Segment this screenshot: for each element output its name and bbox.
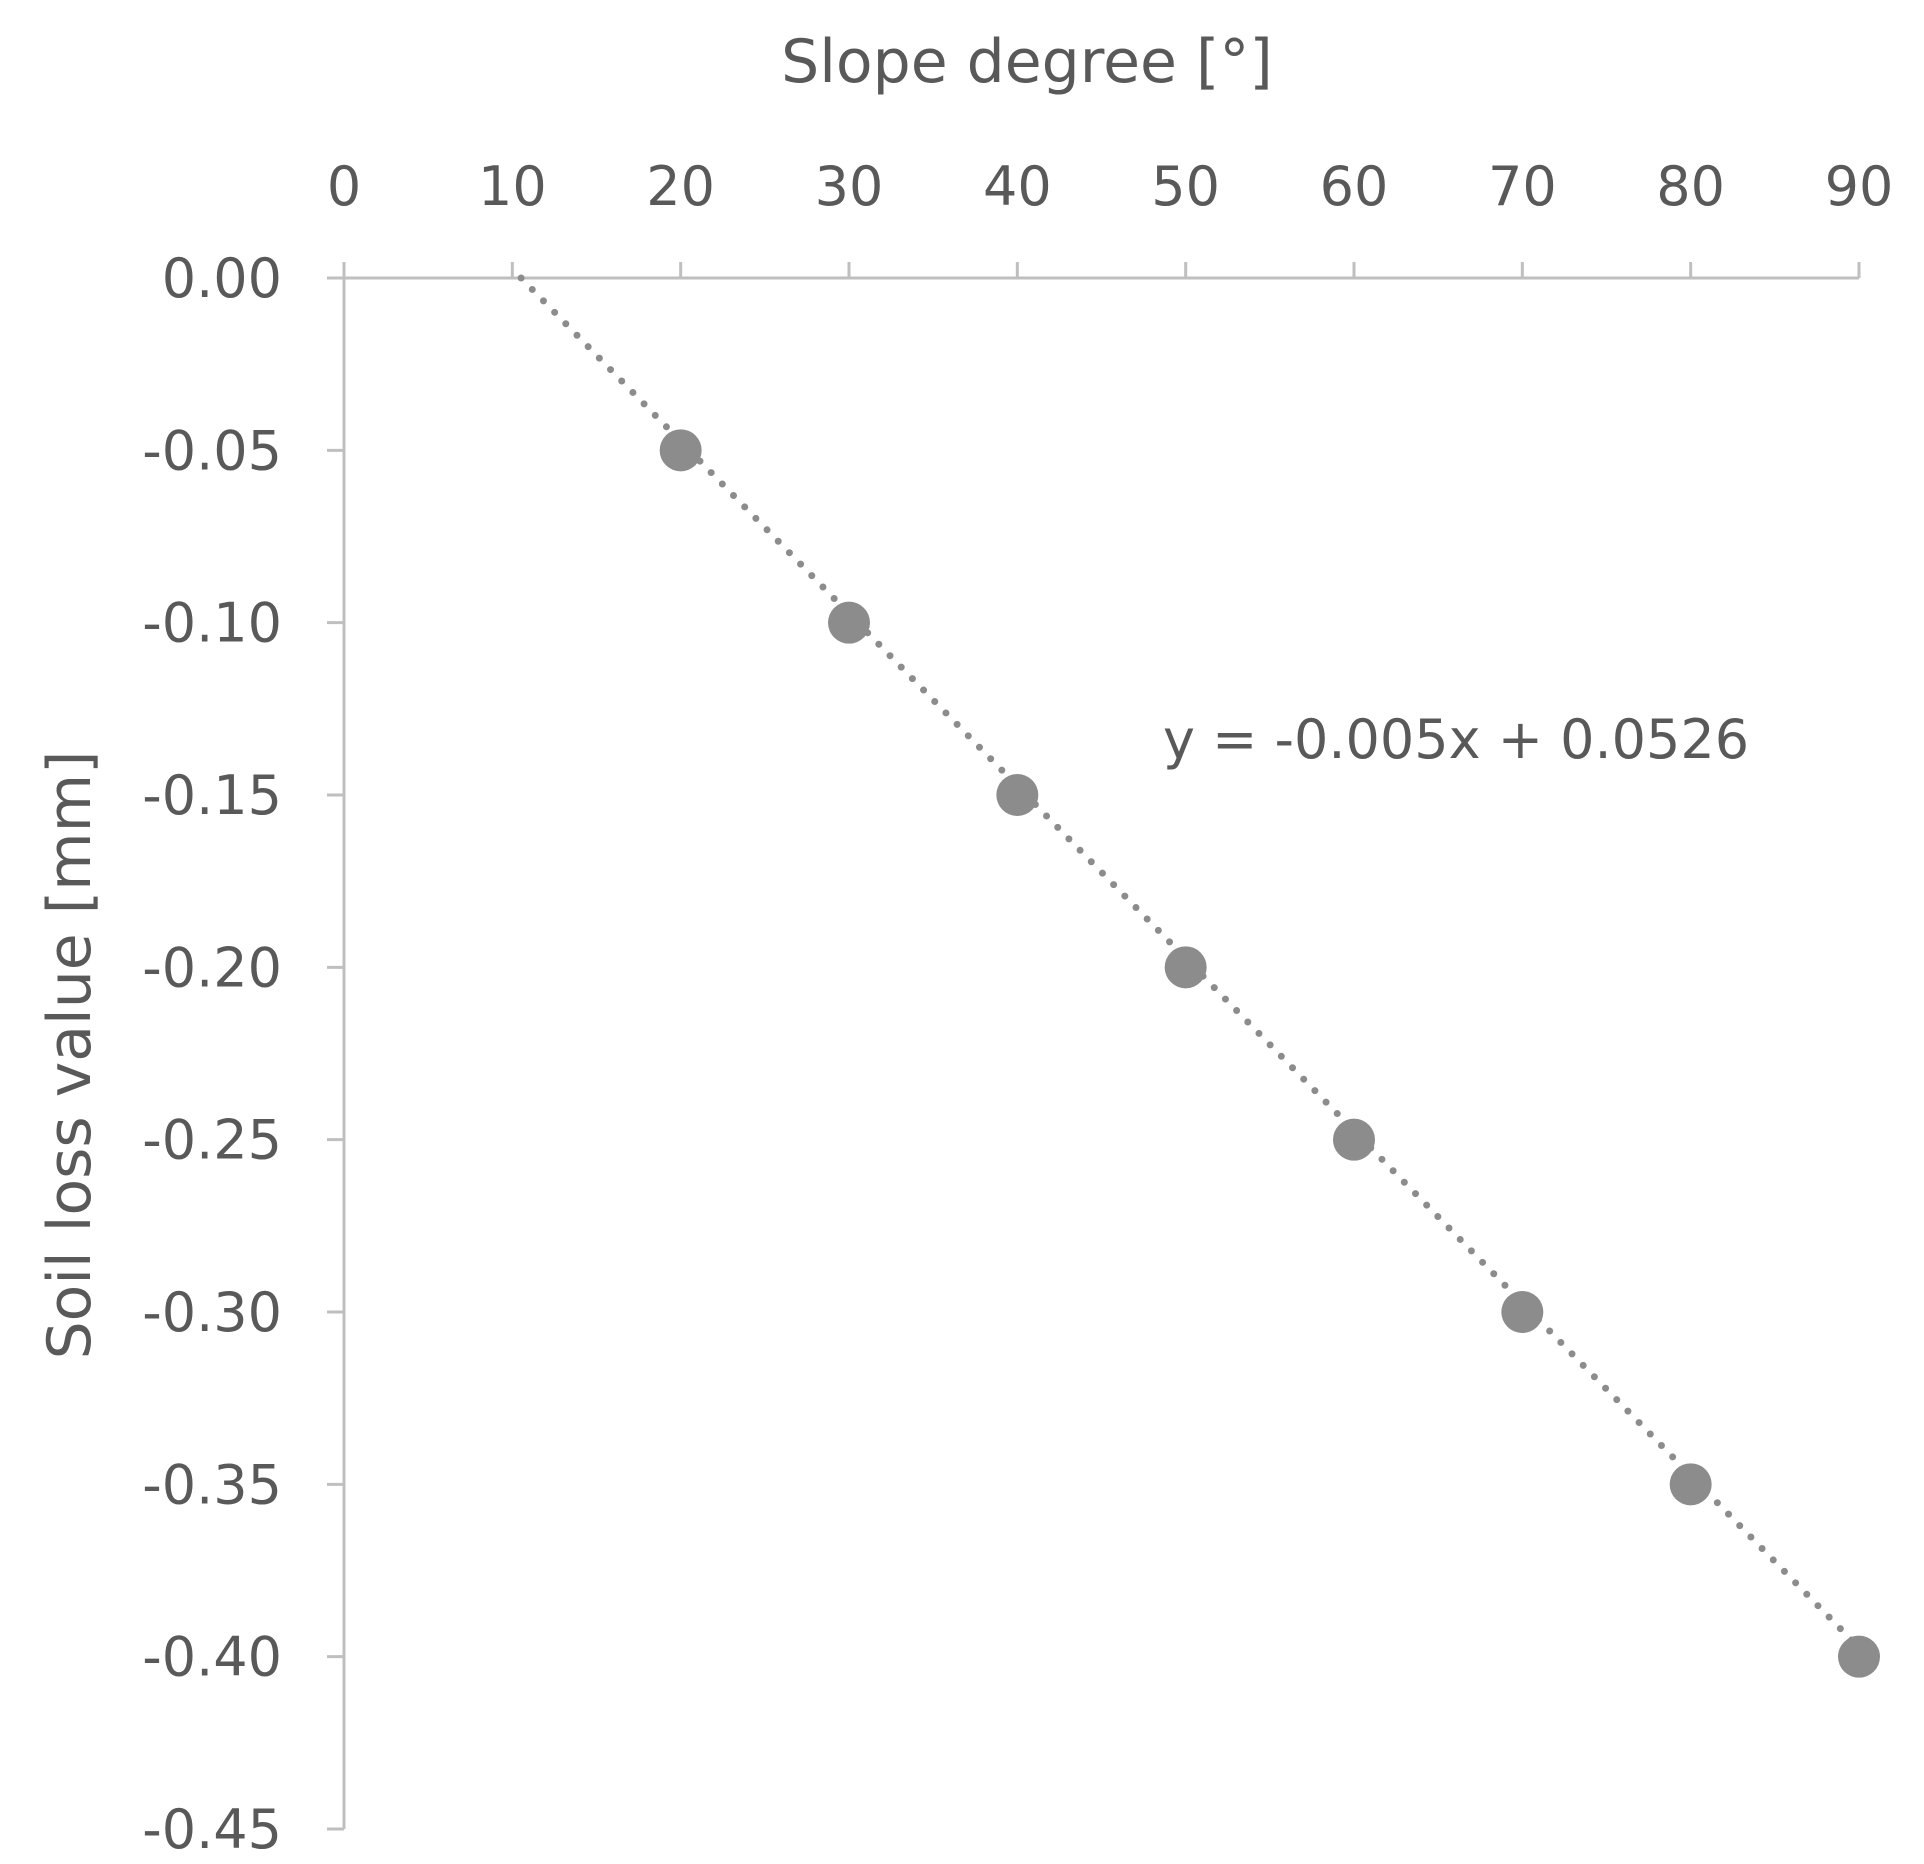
data-point	[1501, 1291, 1544, 1333]
x-tick-label: 30	[815, 155, 884, 218]
points-layer	[659, 429, 1880, 1678]
data-point	[1333, 1118, 1375, 1161]
data-point	[1838, 1635, 1880, 1678]
trendline-equation: y = -0.005x + 0.0526	[1163, 708, 1749, 771]
y-tick-label: -0.30	[142, 1281, 282, 1344]
y-tick-label: -0.15	[142, 764, 282, 827]
axes-layer	[327, 262, 1861, 1831]
data-point	[996, 774, 1039, 816]
y-tick-label: -0.45	[142, 1798, 282, 1861]
y-tick-label: -0.25	[142, 1109, 282, 1172]
y-axis-title: Soil loss value [mm]	[35, 751, 105, 1360]
y-tick-label: 0.00	[162, 247, 282, 310]
x-tick-label: 70	[1488, 155, 1557, 218]
labels-layer: 0 10 20 30 40 50 60 70 80 90 0.00 -0.05 -0.10 -0.15 -0…	[35, 27, 1893, 1861]
y-tick-label: -0.05	[142, 419, 282, 482]
x-tick-label: 80	[1656, 155, 1725, 218]
x-tick-label: 10	[478, 155, 547, 218]
x-tick-label: 0	[327, 155, 361, 218]
x-tick-label: 20	[646, 155, 715, 218]
x-axis-title: Slope degree [°]	[781, 27, 1273, 97]
x-tick-label: 90	[1825, 155, 1894, 218]
y-tick-label: -0.35	[142, 1453, 282, 1516]
data-point	[659, 429, 702, 472]
x-tick-label: 60	[1320, 155, 1389, 218]
x-tick-label: 50	[1151, 155, 1220, 218]
y-tick-label: -0.20	[142, 936, 282, 999]
y-tick-label: -0.10	[142, 592, 282, 655]
y-tick-label: -0.40	[142, 1626, 282, 1689]
data-point	[1669, 1463, 1712, 1506]
x-tick-label: 40	[983, 155, 1052, 218]
data-point	[828, 601, 870, 644]
data-point	[1164, 946, 1207, 989]
